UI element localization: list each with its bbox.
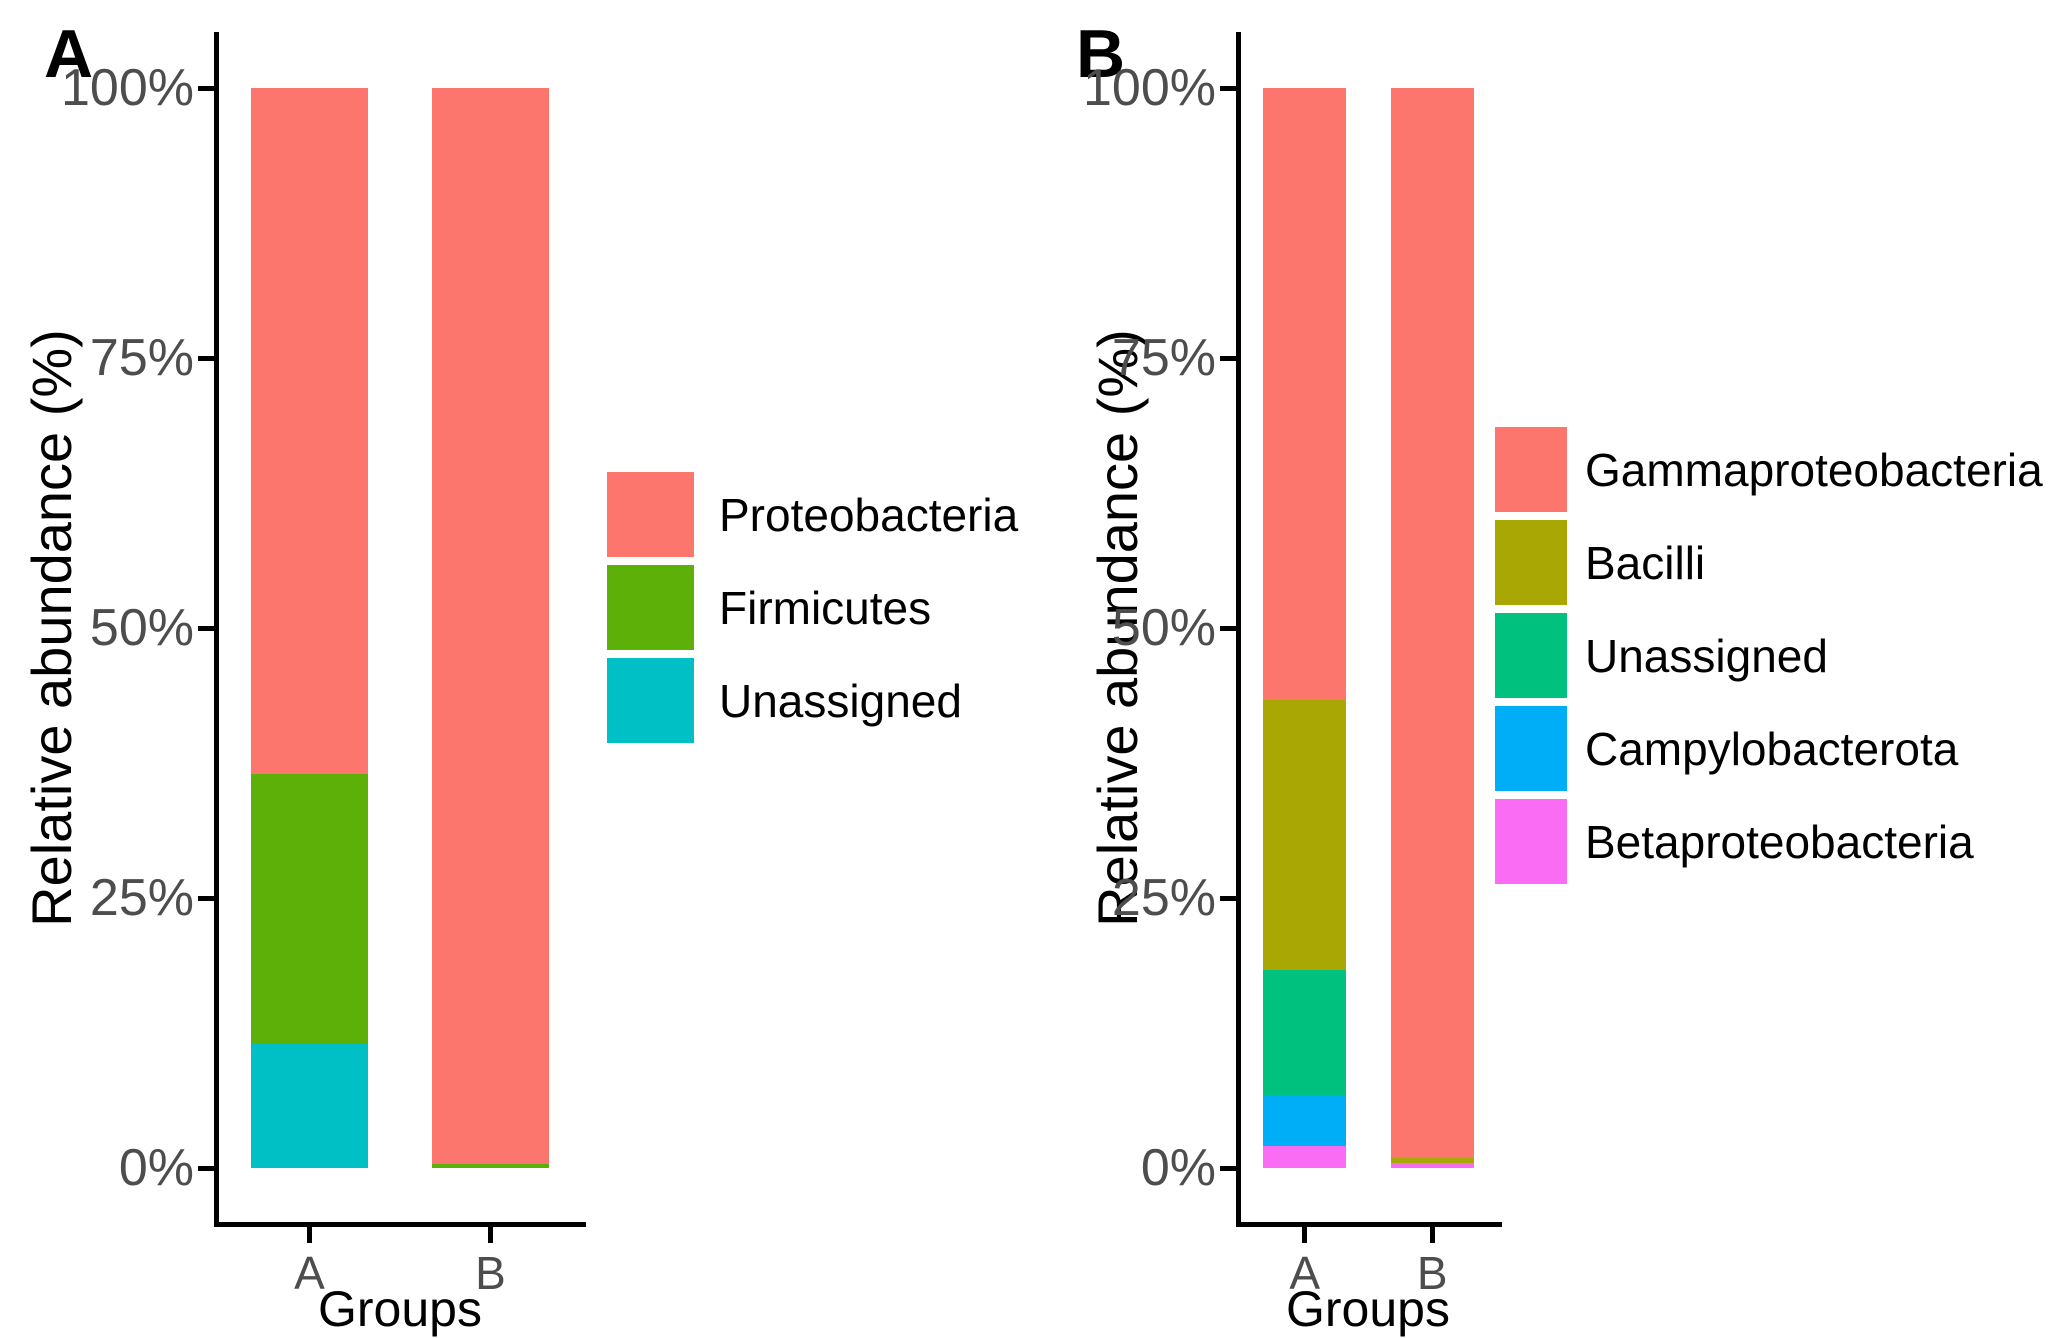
panel-a-y-tick-50% [198, 626, 214, 631]
panel-a-y-tick-25% [198, 896, 214, 901]
panel-a-y-tick-label-75%: 75% [89, 329, 194, 387]
panel-a-legend-item-unassigned: Unassigned [607, 658, 1018, 743]
panel-a-y-tick-75% [198, 356, 214, 361]
panel-a-bar-a-segment-unassigned [250, 1043, 369, 1168]
panel-a-y-tick-label-50%: 50% [89, 599, 194, 657]
panel-b-bar-a-segment-gammaproteobacteria [1263, 88, 1347, 701]
panel-b-y-tick-label-25%: 25% [1111, 869, 1216, 927]
panel-b-legend-item-campylobacterota: Campylobacterota [1495, 706, 2043, 791]
panel-b-y-tick-label-100%: 100% [1083, 59, 1216, 117]
panel-b-y-tick-label-0%: 0% [1140, 1139, 1216, 1197]
panel-a-y-tick-label-0%: 0% [118, 1139, 194, 1197]
panel-b-y-tick-label-50%: 50% [1111, 599, 1216, 657]
panel-a-legend-item-proteobacteria: Proteobacteria [607, 472, 1018, 557]
panel-b-bar-b-segment-betaproteobacteria [1390, 1162, 1474, 1168]
panel-a-legend: Proteobacteria Firmicutes Unassigned [607, 472, 1018, 743]
panel-a-y-tick-marks [198, 86, 214, 1171]
panel-a-y-tick-label-25%: 25% [89, 869, 194, 927]
panel-a-plot-area [219, 88, 581, 1168]
panel-b-x-tick-b [1429, 1227, 1435, 1243]
panel-b-x-axis-title: Groups [1286, 1281, 1450, 1337]
panel-a-legend-item-firmicutes: Firmicutes [607, 565, 1018, 650]
panel-a-x-tick-marks [219, 1227, 581, 1247]
panel-b-legend-label-gammaproteobacteria: Gammaproteobacteria [1585, 443, 2043, 496]
panel-a-bar-b-segment-proteobacteria [431, 88, 550, 1164]
panel-b-y-axis-line [1236, 32, 1241, 1227]
panel-a-bar-a-segment-proteobacteria [250, 88, 369, 774]
panel-a-bar-b-segment-firmicutes [431, 1163, 550, 1168]
panel-b-y-tick-100% [1220, 86, 1236, 91]
panel-a-legend-swatch-firmicutes [607, 565, 694, 650]
panel-a-y-tick-labels: 0% 25% 50% 75% 100% [0, 62, 194, 1194]
panel-b-bar-a-segment-unassigned [1263, 970, 1347, 1095]
panel-a-legend-label-firmicutes: Firmicutes [719, 581, 932, 634]
panel-b-x-tick-marks [1241, 1227, 1496, 1247]
panel-a-y-tick-100% [198, 86, 214, 91]
panel-b-legend-swatch-gammaproteobacteria [1495, 427, 1567, 512]
panel-a-legend-label-proteobacteria: Proteobacteria [719, 488, 1019, 541]
panel-b-y-tick-0% [1220, 1166, 1236, 1171]
panel-a-label: A [44, 16, 94, 92]
panel-b-y-tick-marks [1220, 86, 1236, 1171]
panel-b-y-tick-50% [1220, 626, 1236, 631]
panel-a-x-tick-label-a: A [294, 1247, 325, 1299]
panel-a-legend-swatch-unassigned [607, 658, 694, 743]
panel-b-bar-b-segment-bacilli [1390, 1158, 1474, 1163]
panel-b-legend-item-unassigned: Unassigned [1495, 613, 2043, 698]
panel-b-x-tick-a [1302, 1227, 1308, 1243]
panel-b-bar-a-segment-betaproteobacteria [1263, 1146, 1347, 1168]
panel-b-legend-item-gammaproteobacteria: Gammaproteobacteria [1495, 427, 2043, 512]
panel-a-x-tick-label-b: B [475, 1247, 506, 1299]
panel-b-label: B [1076, 16, 1126, 92]
panel-a-legend-swatch-proteobacteria [607, 472, 694, 557]
panel-a-y-tick-0% [198, 1166, 214, 1171]
panel-b-legend-item-bacilli: Bacilli [1495, 520, 2043, 605]
panel-b-legend-label-betaproteobacteria: Betaproteobacteria [1585, 815, 1974, 868]
panel-b-bar-a-segment-bacilli [1263, 700, 1347, 971]
panel-b-legend-label-campylobacterota: Campylobacterota [1585, 722, 1959, 775]
panel-b-plot-area [1241, 88, 1496, 1168]
panel-b-legend-swatch-unassigned [1495, 613, 1567, 698]
panel-b-y-tick-label-75%: 75% [1111, 329, 1216, 387]
panel-a-legend-label-unassigned: Unassigned [719, 674, 962, 727]
panel-b-bar-b-segment-gammaproteobacteria [1390, 88, 1474, 1159]
panel-b-y-tick-25% [1220, 896, 1236, 901]
panel-a-y-axis-line [214, 32, 219, 1227]
panel-a-x-tick-a [307, 1227, 312, 1243]
panel-b-y-tick-75% [1220, 356, 1236, 361]
panel-b-legend-item-betaproteobacteria: Betaproteobacteria [1495, 799, 2043, 884]
panel-b-y-tick-labels: 0% 25% 50% 75% 100% [1022, 62, 1216, 1194]
panel-a-x-axis-title: Groups [318, 1281, 482, 1337]
panel-b-x-tick-label-b: B [1416, 1247, 1448, 1299]
panel-b-legend-swatch-campylobacterota [1495, 706, 1567, 791]
panel-a-y-tick-label-100%: 100% [61, 59, 194, 117]
panel-a-x-axis-line [214, 1222, 586, 1227]
panel-b-legend: Gammaproteobacteria Bacilli Unassigned Camp… [1495, 427, 2043, 884]
panel-a-bar-a-segment-firmicutes [250, 773, 369, 1044]
panel-b-bar-a-segment-campylobacterota [1263, 1094, 1347, 1147]
panel-a-x-tick-b [488, 1227, 493, 1243]
panel-b-x-tick-label-a: A [1289, 1247, 1321, 1299]
panel-b-x-axis-line [1236, 1222, 1502, 1227]
panel-b-legend-label-bacilli: Bacilli [1585, 536, 1706, 589]
panel-b-legend-swatch-bacilli [1495, 520, 1567, 605]
panel-b-legend-swatch-betaproteobacteria [1495, 799, 1567, 884]
panel-b-legend-label-unassigned: Unassigned [1585, 629, 1828, 682]
